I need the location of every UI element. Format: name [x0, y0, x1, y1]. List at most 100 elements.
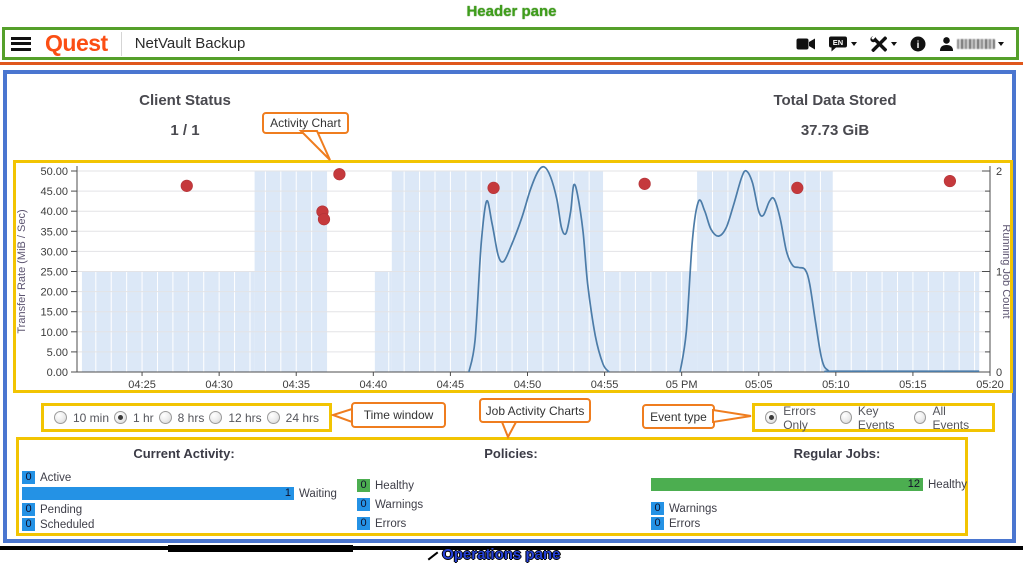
current-activity-header: Current Activity:: [133, 446, 235, 461]
svg-text:0: 0: [996, 367, 1002, 379]
svg-text:5.00: 5.00: [47, 347, 68, 359]
error-event-dot[interactable]: [333, 168, 346, 181]
y-right-axis-title: Running Job Count: [1000, 224, 1010, 318]
svg-text:05:10: 05:10: [822, 379, 850, 390]
header-accent-line: [0, 62, 1023, 65]
svg-text:04:55: 04:55: [591, 379, 619, 390]
regular-jobs-errors-count: 0: [651, 517, 664, 530]
event-type-option-all-events[interactable]: All Events: [914, 404, 982, 432]
svg-text:50.00: 50.00: [40, 166, 68, 178]
quest-logo: Quest: [45, 30, 108, 56]
annotation-activity-chart-callout: Activity Chart: [262, 112, 349, 134]
user-name-obscured: [957, 38, 995, 49]
y-left-axis-title: Transfer Rate (MiB / Sec): [16, 209, 28, 333]
error-event-dot[interactable]: [791, 181, 804, 194]
current-activity-pending-count: 0: [22, 503, 35, 516]
running-jobs-area: [832, 271, 980, 372]
policies-header: Policies:: [484, 446, 538, 461]
policies-row-errors: 0 Errors: [357, 517, 406, 530]
running-jobs-area: [81, 271, 255, 372]
time-window-option-1-hr[interactable]: 1 hr: [114, 411, 154, 425]
status-label: Waiting: [299, 487, 337, 500]
svg-text:30.00: 30.00: [40, 246, 68, 258]
video-camera-icon[interactable]: [796, 37, 816, 51]
svg-text:i: i: [917, 40, 920, 51]
svg-text:0.00: 0.00: [47, 367, 68, 379]
current-activity-row-active: 0 Active: [22, 471, 71, 484]
error-event-dot[interactable]: [487, 181, 500, 194]
radio-label: 24 hrs: [285, 410, 319, 425]
time-window-option-8-hrs[interactable]: 8 hrs: [158, 410, 205, 425]
status-label: Pending: [40, 503, 83, 516]
svg-text:04:45: 04:45: [437, 379, 465, 390]
annotation-event-type-tail: [712, 408, 752, 424]
total-data-summary: Total Data Stored 37.73 GiB: [725, 92, 945, 139]
total-data-value: 37.73 GiB: [800, 122, 870, 139]
status-label: Scheduled: [40, 518, 95, 531]
client-status-value: 1 / 1: [170, 122, 200, 139]
radio-icon: [765, 411, 778, 424]
info-icon[interactable]: i: [910, 36, 926, 52]
header-toolbar: EN i: [796, 35, 1004, 52]
status-label: Errors: [669, 517, 701, 530]
svg-text:15.00: 15.00: [40, 307, 68, 319]
activity-chart-panel: 0.00 5.00 10.00 15.00 20.00 25.00 30.00 35.00 40…: [13, 160, 1013, 393]
bottom-annotation-bar-thick: [168, 545, 353, 552]
tools-menu[interactable]: [870, 35, 897, 52]
svg-text:04:40: 04:40: [360, 379, 388, 390]
regular-jobs-healthy-bar: 12: [651, 478, 923, 491]
radio-label: 1 hr: [133, 410, 154, 425]
status-label: Healthy: [375, 479, 414, 492]
radio-icon: [54, 411, 67, 424]
user-menu[interactable]: [939, 36, 1004, 52]
client-status-summary: Client Status 1 / 1: [75, 92, 295, 139]
app-title: NetVault Backup: [134, 35, 246, 52]
bottom-annotation-mark: [427, 551, 439, 561]
radio-icon: [914, 411, 927, 424]
bottom-annotation-bar: [0, 546, 1023, 550]
error-event-dot[interactable]: [180, 179, 193, 192]
svg-text:05 PM: 05 PM: [666, 379, 698, 390]
current-activity-row-pending: 0 Pending: [22, 503, 82, 516]
annotation-job-activity-tail: [500, 421, 518, 440]
policies-row-healthy: 0 Healthy: [357, 479, 414, 492]
time-window-option-10-min[interactable]: 10 min: [54, 411, 109, 425]
status-label: Warnings: [669, 502, 718, 515]
annotation-job-activity-callout: Job Activity Charts: [479, 398, 591, 423]
regular-jobs-row-warnings: 0 Warnings: [651, 502, 717, 515]
status-label: Warnings: [375, 498, 424, 511]
event-type-option-errors-only[interactable]: Errors Only: [765, 404, 840, 432]
activity-chart[interactable]: 0.00 5.00 10.00 15.00 20.00 25.00 30.00 35.00 40…: [16, 163, 1012, 391]
language-menu[interactable]: EN: [829, 36, 857, 52]
error-event-dot[interactable]: [317, 213, 331, 226]
svg-text:05:15: 05:15: [899, 379, 927, 390]
radio-label: 8 hrs: [177, 410, 205, 425]
svg-text:05:05: 05:05: [745, 379, 773, 390]
event-type-option-key-events[interactable]: Key Events: [839, 403, 915, 432]
error-event-dot[interactable]: [943, 174, 957, 188]
error-event-dot[interactable]: [638, 177, 651, 190]
operations-summary-panel: Current Activity: Policies: Regular Jobs…: [16, 437, 968, 536]
regular-jobs-warnings-count: 0: [651, 502, 664, 515]
svg-text:04:35: 04:35: [282, 379, 310, 390]
event-type-group: Errors Only Key Events All Events: [752, 403, 995, 432]
time-window-group: 10 min 1 hr 8 hrs 12 hrs 24 hrs: [41, 403, 332, 432]
annotation-header-pane-label: Header pane: [466, 3, 557, 20]
svg-text:2: 2: [996, 166, 1002, 178]
status-label: Healthy: [928, 478, 967, 491]
total-data-label: Total Data Stored: [773, 92, 897, 109]
annotation-time-window-callout: Time window: [351, 402, 446, 428]
radio-label: Key Events: [857, 403, 895, 432]
radio-label: All Events: [932, 403, 970, 432]
annotation-event-type-callout: Event type: [642, 404, 715, 429]
radio-label: 12 hrs: [228, 410, 262, 425]
regular-jobs-row-healthy: 12 Healthy: [651, 478, 967, 491]
language-label: EN: [833, 38, 843, 47]
svg-text:04:50: 04:50: [514, 379, 542, 390]
current-activity-row-waiting: 1 Waiting: [22, 487, 337, 500]
time-window-option-24-hrs[interactable]: 24 hrs: [266, 410, 319, 425]
radio-icon: [209, 411, 223, 424]
time-window-option-12-hrs[interactable]: 12 hrs: [209, 410, 262, 425]
hamburger-menu-icon[interactable]: [11, 36, 31, 51]
policies-healthy-count: 0: [357, 479, 370, 492]
